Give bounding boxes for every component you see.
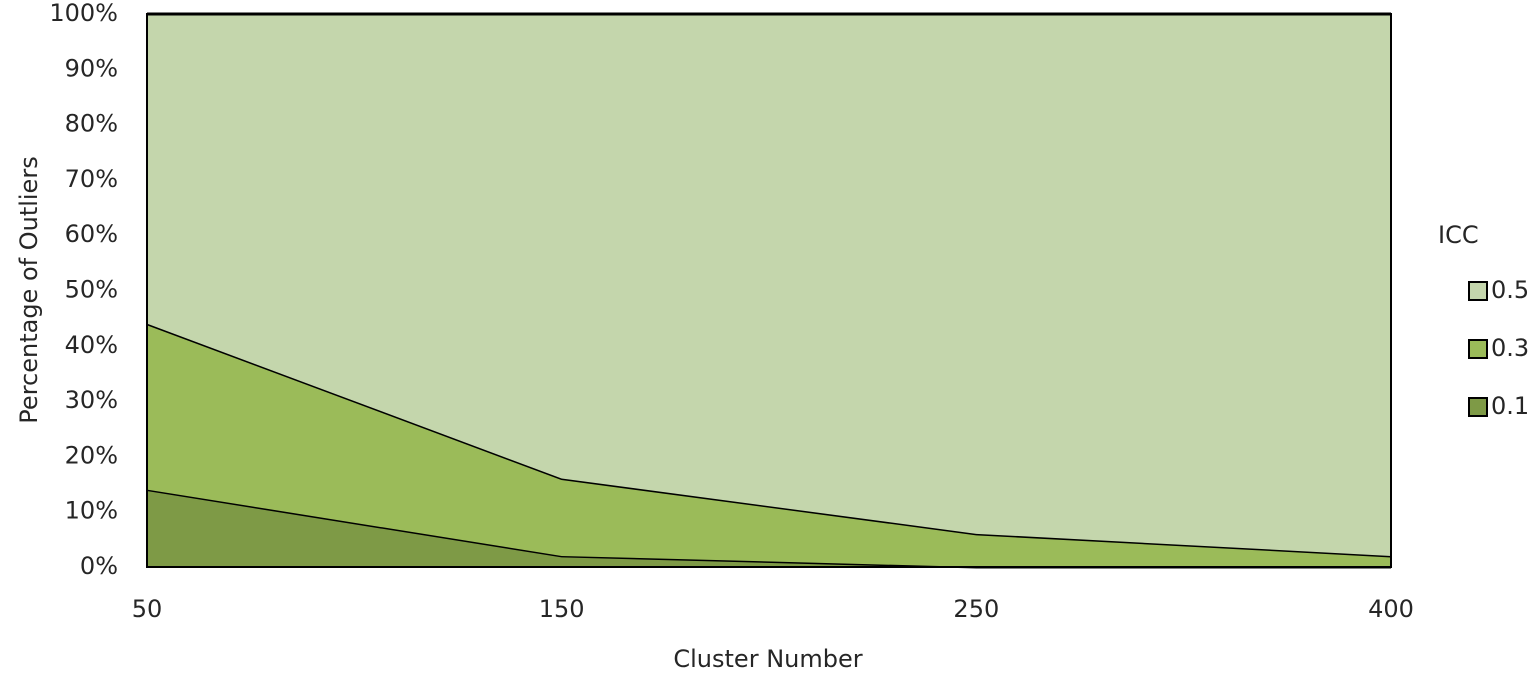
legend-label: 0.5 [1491, 276, 1529, 304]
y-tick-label: 30% [65, 386, 118, 414]
y-tick-label: 90% [65, 54, 118, 82]
area [147, 489, 1391, 567]
y-tick-label: 20% [65, 441, 118, 469]
y-tick-label: 50% [65, 276, 118, 304]
legend-swatch [1468, 339, 1488, 359]
y-axis-label: Percentage of Outliers [15, 156, 43, 423]
area [147, 14, 1391, 556]
y-tick-label: 40% [65, 331, 118, 359]
x-tick-label: 250 [953, 595, 999, 623]
legend-title: ICC [1438, 221, 1479, 249]
x-tick-label: 150 [539, 595, 585, 623]
legend-label: 0.3 [1491, 334, 1529, 362]
y-tick-label: 100% [49, 0, 118, 27]
legend-swatch [1468, 281, 1488, 301]
legend-label: 0.1 [1491, 392, 1529, 420]
y-tick-label: 0% [80, 552, 118, 580]
x-axis-label: Cluster Number [673, 645, 862, 673]
x-tick-label: 400 [1368, 595, 1414, 623]
area [147, 323, 1391, 567]
x-tick-label: 50 [132, 595, 163, 623]
y-tick-label: 60% [65, 220, 118, 248]
y-tick-label: 10% [65, 497, 118, 525]
y-tick-label: 80% [65, 110, 118, 138]
y-tick-label: 70% [65, 165, 118, 193]
legend-swatch [1468, 397, 1488, 417]
